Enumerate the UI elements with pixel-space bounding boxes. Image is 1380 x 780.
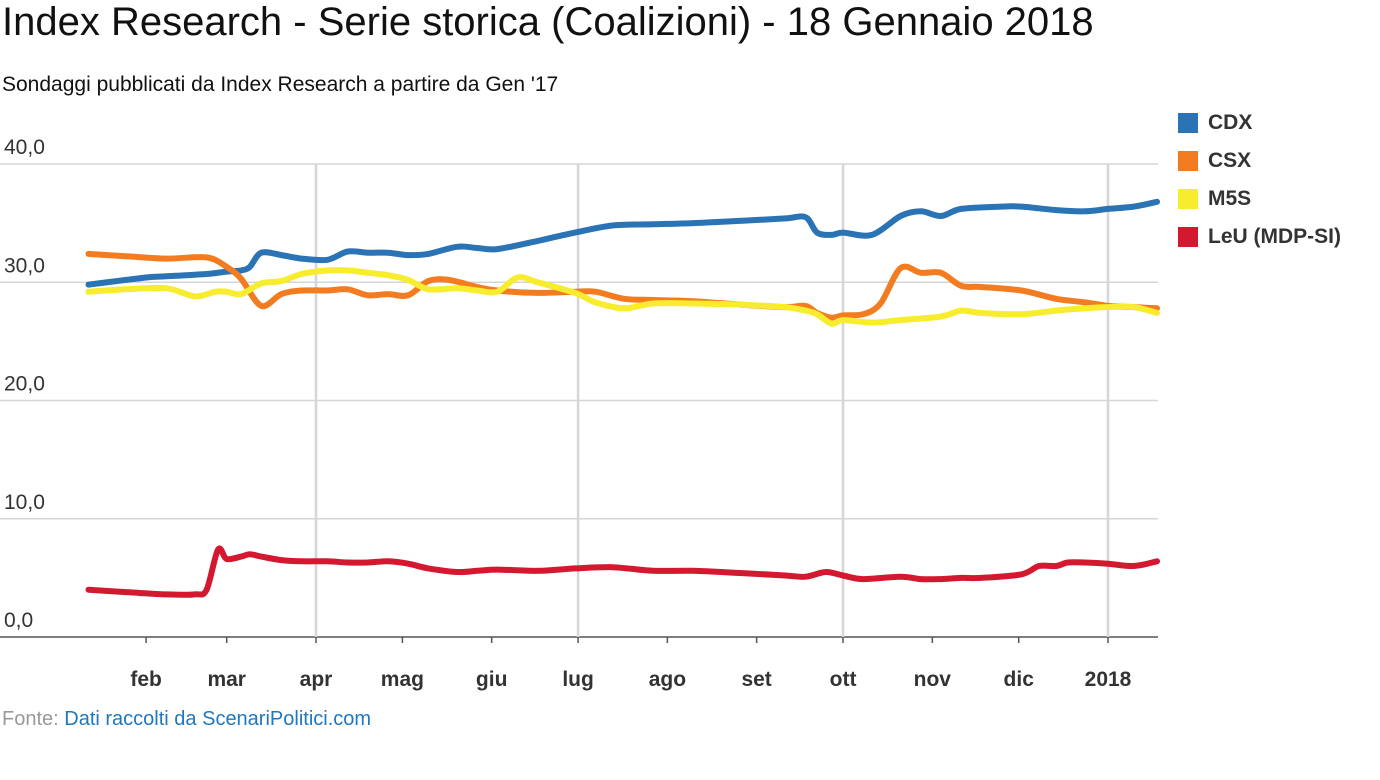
- x-tick-label: mar: [207, 668, 246, 691]
- chart-legend: CDX CSX M5S LeU (MDP-SI): [1178, 104, 1341, 256]
- series-line-leu-mdp-si: [85, 545, 1160, 598]
- legend-swatch: [1178, 189, 1198, 209]
- x-tick-label: ago: [649, 668, 686, 691]
- legend-swatch: [1178, 113, 1198, 133]
- y-tick-label: 10,0: [4, 491, 45, 514]
- y-tick-label: 20,0: [4, 373, 45, 396]
- chart-subtitle: Sondaggi pubblicati da Index Research a …: [2, 73, 559, 96]
- x-tick-label: lug: [562, 668, 594, 691]
- legend-swatch: [1178, 151, 1198, 171]
- y-tick-label: 40,0: [4, 136, 45, 159]
- series-line-m5s: [85, 267, 1160, 327]
- x-tick-label: apr: [300, 668, 333, 691]
- legend-item-m5s: M5S: [1178, 180, 1341, 218]
- x-tick-label: dic: [1004, 668, 1035, 691]
- chart-title: Index Research - Serie storica (Coalizio…: [2, 0, 1094, 44]
- legend-label: CSX: [1208, 149, 1252, 172]
- legend-swatch: [1178, 227, 1198, 247]
- source-note: Fonte: Dati raccolti da ScenariPolitici.…: [2, 708, 371, 731]
- y-tick-label: 0,0: [4, 609, 33, 632]
- legend-label: M5S: [1208, 187, 1252, 210]
- x-tick-label: nov: [914, 668, 952, 691]
- x-tick-label: mag: [381, 668, 424, 691]
- x-tick-label: giu: [476, 668, 508, 691]
- source-prefix: Fonte:: [2, 708, 65, 730]
- legend-item-csx: CSX: [1178, 142, 1341, 180]
- source-link[interactable]: Dati raccolti da ScenariPolitici.com: [64, 708, 372, 730]
- series-line-cdx: [85, 198, 1160, 288]
- legend-item-leu-mdp-si: LeU (MDP-SI): [1178, 218, 1341, 256]
- legend-item-cdx: CDX: [1178, 104, 1341, 142]
- x-tick-label: feb: [130, 668, 162, 691]
- legend-label: CDX: [1208, 111, 1253, 134]
- series-line-csx: [85, 250, 1160, 321]
- x-tick-label: set: [741, 668, 771, 691]
- x-tick-label: 2018: [1085, 668, 1132, 691]
- x-tick-label: ott: [830, 668, 857, 691]
- legend-label: LeU (MDP-SI): [1208, 225, 1341, 248]
- y-tick-label: 30,0: [4, 254, 45, 277]
